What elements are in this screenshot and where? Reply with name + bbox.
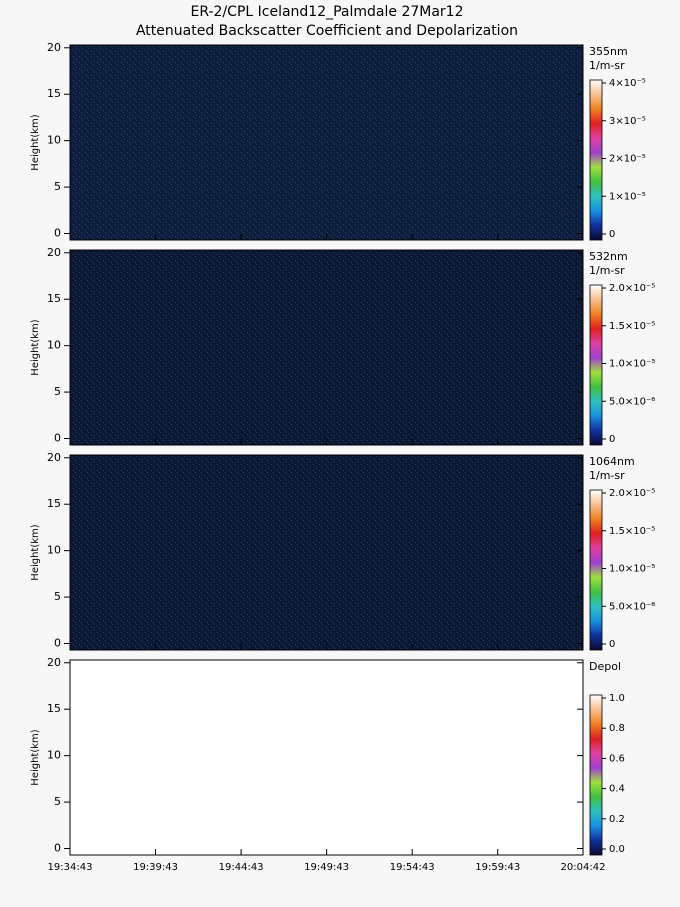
colorbar-tick-label: 1.0×10⁻⁵ [609, 359, 655, 370]
colorbar [589, 694, 603, 856]
y-tick-label: 10 [47, 749, 61, 762]
panel-label: 355nm [589, 45, 628, 58]
heatmap-texture [70, 455, 583, 650]
x-tick-label: 19:59:43 [475, 862, 520, 873]
colorbar-tick-label: 0.4 [609, 784, 625, 795]
x-tick-label: 19:34:43 [48, 862, 93, 873]
colorbar-tick-label: 0.0 [609, 844, 625, 855]
colorbar-tick-label: 0 [609, 229, 615, 240]
y-tick-label: 20 [47, 246, 61, 259]
colorbar-tick-label: 5.0×10⁻⁶ [609, 601, 655, 612]
colorbar-tick-label: 0.6 [609, 753, 625, 764]
y-tick-label: 15 [47, 292, 61, 305]
panel-label: Depol [589, 660, 621, 673]
y-tick-label: 0 [54, 227, 61, 240]
colorbar-tick-label: 4×10⁻⁵ [609, 78, 646, 89]
y-tick-label: 10 [47, 134, 61, 147]
x-tick-label: 19:49:43 [304, 862, 349, 873]
colorbar [589, 489, 603, 651]
panel-label: 532nm [589, 250, 628, 263]
heatmap-background [70, 660, 583, 855]
y-axis-label: Height(km) [30, 319, 41, 375]
panel-units: 1/m-sr [589, 469, 625, 482]
colorbar-tick-label: 3×10⁻⁵ [609, 116, 646, 127]
colorbar-tick-label: 5.0×10⁻⁶ [609, 396, 655, 407]
colorbar-tick-label: 1.0×10⁻⁵ [609, 564, 655, 575]
x-tick-label: 20:04:42 [561, 862, 606, 873]
colorbar-tick-label: 0.2 [609, 814, 625, 825]
y-tick-label: 15 [47, 87, 61, 100]
chart-subtitle: Attenuated Backscatter Coefficient and D… [136, 23, 518, 39]
panel-units: 1/m-sr [589, 59, 625, 72]
colorbar-tick-label: 1.0 [609, 693, 625, 704]
colorbar-tick-label: 0.8 [609, 723, 625, 734]
y-axis-label: Height(km) [30, 729, 41, 785]
colorbar-tick-label: 1.5×10⁻⁵ [609, 526, 655, 537]
y-tick-label: 10 [47, 544, 61, 557]
y-tick-label: 20 [47, 656, 61, 669]
colorbar [589, 284, 603, 446]
y-tick-label: 10 [47, 339, 61, 352]
y-tick-label: 5 [54, 590, 61, 603]
y-tick-label: 5 [54, 180, 61, 193]
colorbar-tick-label: 1.5×10⁻⁵ [609, 321, 655, 332]
panel-label: 1064nm [589, 455, 635, 468]
y-axis-label: Height(km) [30, 524, 41, 580]
y-tick-label: 20 [47, 41, 61, 54]
heatmap-texture [70, 250, 583, 445]
x-tick-label: 19:54:43 [390, 862, 435, 873]
y-tick-label: 5 [54, 795, 61, 808]
colorbar-tick-label: 2.0×10⁻⁵ [609, 283, 655, 294]
colorbar-tick-label: 0 [609, 434, 615, 445]
y-tick-label: 15 [47, 702, 61, 715]
colorbar-tick-label: 2×10⁻⁵ [609, 154, 646, 165]
colorbar-tick-label: 0 [609, 639, 615, 650]
x-tick-label: 19:44:43 [219, 862, 264, 873]
y-tick-label: 15 [47, 497, 61, 510]
y-tick-label: 0 [54, 842, 61, 855]
chart-title: ER-2/CPL Iceland12_Palmdale 27Mar12 [190, 4, 463, 20]
panel-units: 1/m-sr [589, 264, 625, 277]
y-tick-label: 20 [47, 451, 61, 464]
y-axis-label: Height(km) [30, 114, 41, 170]
colorbar-tick-label: 1×10⁻⁵ [609, 191, 646, 202]
heatmap-texture [70, 45, 583, 240]
y-tick-label: 5 [54, 385, 61, 398]
y-tick-label: 0 [54, 637, 61, 650]
colorbar-tick-label: 2.0×10⁻⁵ [609, 488, 655, 499]
colorbar [589, 79, 603, 241]
y-tick-label: 0 [54, 432, 61, 445]
x-tick-label: 19:39:43 [133, 862, 178, 873]
